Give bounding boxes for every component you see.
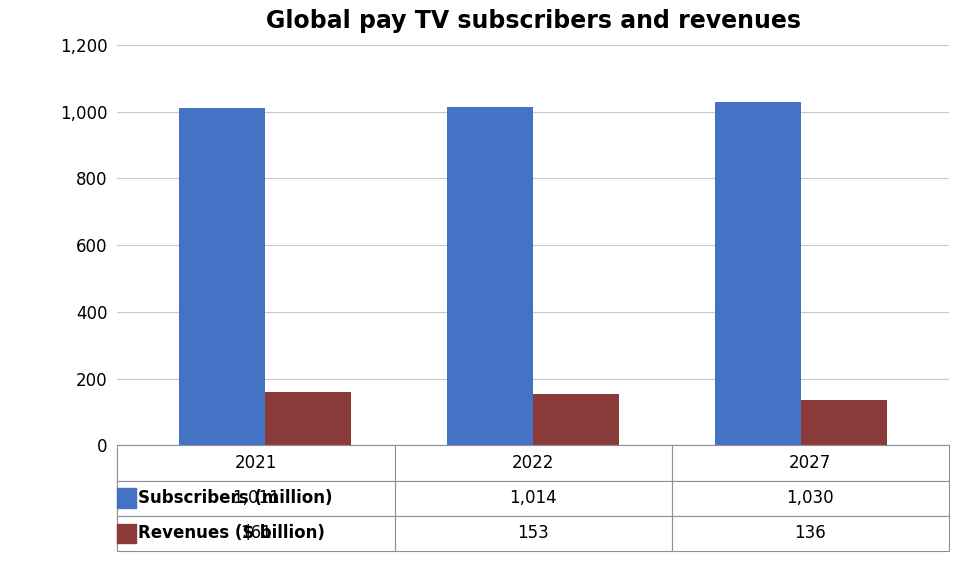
Bar [800, 400, 886, 445]
Text: Revenues ($ billion): Revenues ($ billion) [138, 524, 324, 542]
Bar [532, 395, 618, 445]
Bar [714, 102, 800, 445]
Bar [446, 107, 532, 445]
Text: Subscribers (million): Subscribers (million) [138, 489, 332, 507]
Title: Global pay TV subscribers and revenues: Global pay TV subscribers and revenues [265, 10, 800, 33]
Bar [179, 108, 265, 445]
Bar [265, 392, 351, 445]
